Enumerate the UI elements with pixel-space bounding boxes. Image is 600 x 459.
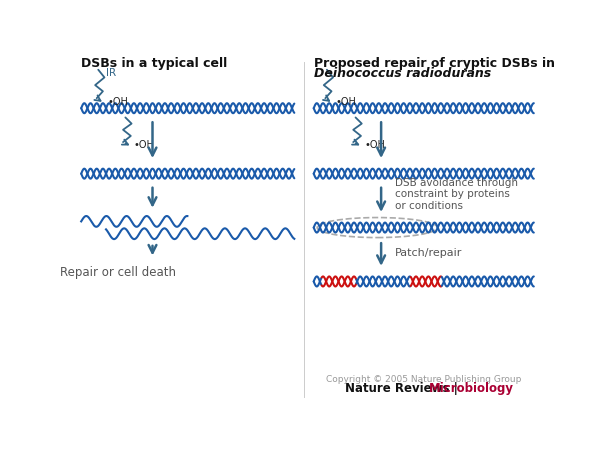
Text: Microbiology: Microbiology [428,381,514,395]
Text: Nature Reviews |: Nature Reviews | [344,381,462,395]
Text: •OH: •OH [107,97,128,107]
Text: IR: IR [106,68,116,78]
Text: DSBs in a typical cell: DSBs in a typical cell [81,56,227,70]
Text: Repair or cell death: Repair or cell death [59,266,176,279]
Text: •OH: •OH [364,140,385,150]
Text: •OH: •OH [134,140,155,150]
Text: •OH: •OH [335,97,356,107]
Text: Patch/repair: Patch/repair [395,248,463,258]
Text: DSB avoidance through
constraint by proteins
or conditions: DSB avoidance through constraint by prot… [395,178,518,211]
Text: Deinococcus radiodurans: Deinococcus radiodurans [314,67,491,80]
Text: Copyright © 2005 Nature Publishing Group: Copyright © 2005 Nature Publishing Group [326,375,521,384]
Text: Proposed repair of cryptic DSBs in: Proposed repair of cryptic DSBs in [314,56,555,70]
